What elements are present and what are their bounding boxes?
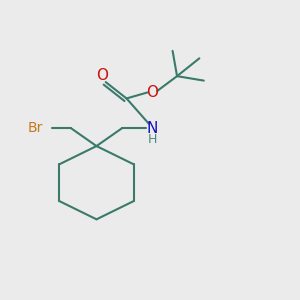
Text: O: O [96, 68, 108, 83]
Text: Br: Br [27, 121, 43, 135]
Text: H: H [148, 133, 157, 146]
Text: N: N [146, 121, 158, 136]
Text: O: O [146, 85, 158, 100]
